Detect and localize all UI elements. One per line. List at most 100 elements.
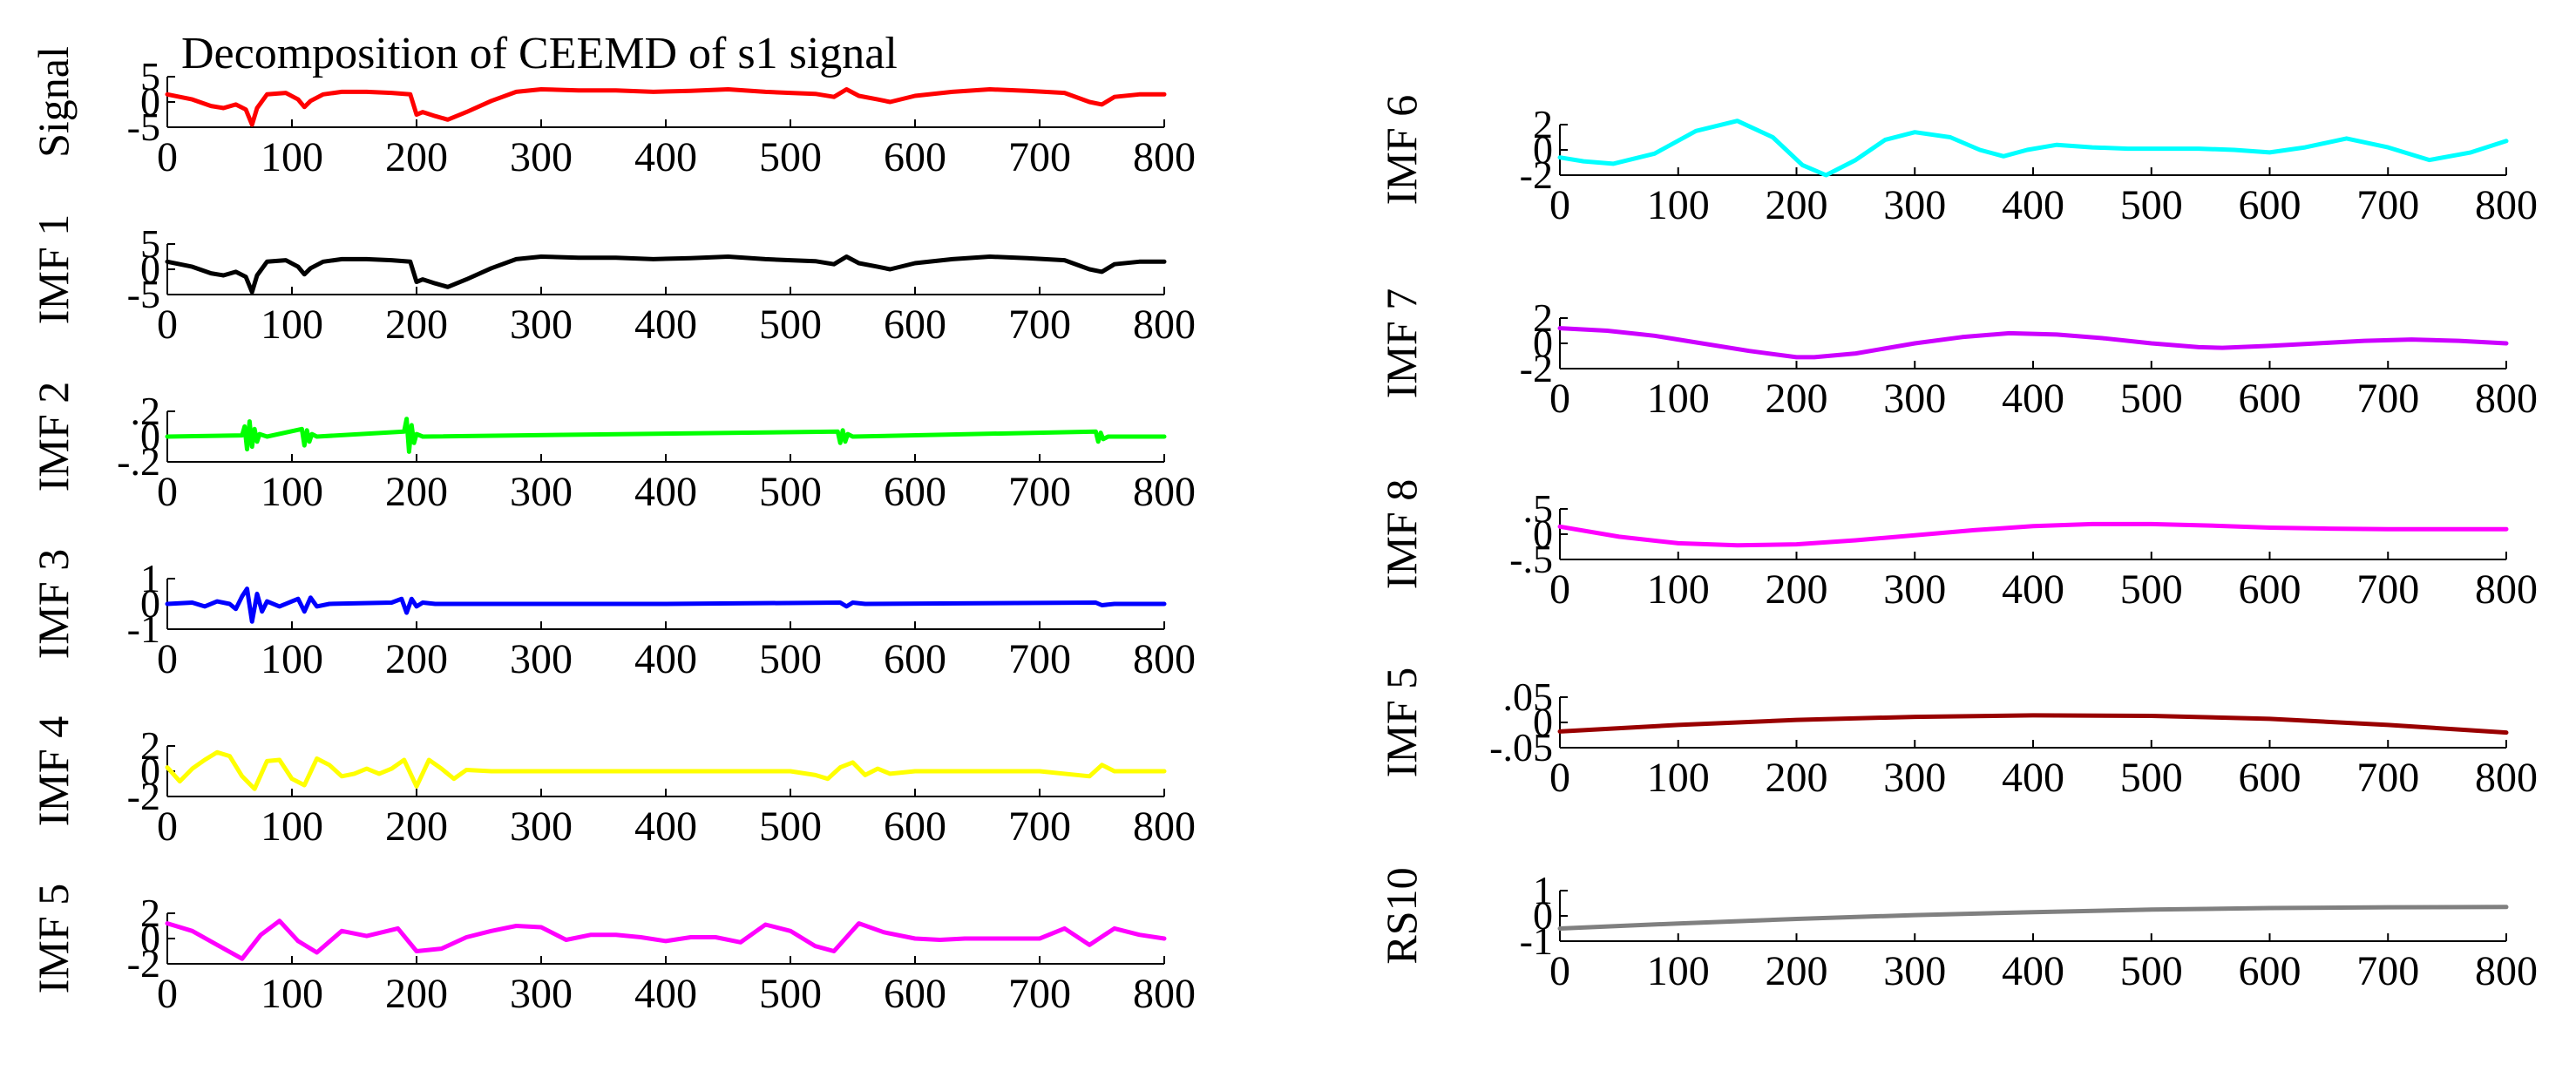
y-tick-label: 5 bbox=[140, 221, 160, 266]
y-tick-label: 0 bbox=[1533, 127, 1553, 172]
x-tick-label: 200 bbox=[1766, 566, 1828, 613]
y-tick-label: -.05 bbox=[1489, 725, 1553, 769]
y-tick-label: -1 bbox=[127, 607, 160, 651]
x-tick-label: 600 bbox=[2239, 948, 2301, 994]
x-tick-label: 0 bbox=[1549, 948, 1570, 994]
y-tick-label: -.2 bbox=[117, 439, 160, 484]
x-tick-label: 0 bbox=[157, 803, 178, 850]
x-tick-label: 500 bbox=[759, 971, 822, 1017]
x-tick-label: 400 bbox=[2002, 755, 2064, 801]
x-tick-label: 200 bbox=[385, 803, 448, 850]
x-tick-label: 600 bbox=[884, 636, 946, 682]
x-tick-label: 200 bbox=[1766, 948, 1828, 994]
y-tick-label: 0 bbox=[1533, 893, 1553, 938]
y-tick-label: 0 bbox=[140, 749, 160, 793]
x-tick-label: 600 bbox=[884, 469, 946, 515]
y-axis-label: IMF 5 bbox=[1377, 668, 1426, 777]
y-tick-label: -2 bbox=[127, 941, 160, 986]
x-tick-label: 300 bbox=[1883, 948, 1946, 994]
y-tick-label: -2 bbox=[1520, 346, 1553, 390]
figure-title: Decomposition of CEEMD of s1 signal bbox=[181, 29, 898, 78]
y-axis-label: IMF 7 bbox=[1377, 288, 1426, 398]
y-tick-label: -1 bbox=[1520, 918, 1553, 963]
y-axis-label: IMF 6 bbox=[1377, 95, 1426, 205]
y-axis-label: RS10 bbox=[1377, 867, 1426, 964]
x-tick-label: 300 bbox=[1883, 376, 1946, 422]
series-line bbox=[1557, 326, 2509, 360]
x-tick-label: 300 bbox=[510, 803, 573, 850]
x-tick-label: 700 bbox=[1008, 636, 1071, 682]
y-axis-label: IMF 1 bbox=[29, 214, 78, 324]
x-tick-label: 200 bbox=[385, 134, 448, 180]
series-line bbox=[165, 417, 1167, 454]
y-tick-label: .2 bbox=[131, 389, 161, 433]
x-tick-label: 700 bbox=[2356, 755, 2419, 801]
x-tick-label: 0 bbox=[157, 302, 178, 348]
x-tick-label: 700 bbox=[1008, 469, 1071, 515]
x-tick-label: 100 bbox=[261, 971, 323, 1017]
x-tick-label: 0 bbox=[157, 636, 178, 682]
x-tick-label: 500 bbox=[759, 636, 822, 682]
y-tick-label: 0 bbox=[1533, 700, 1553, 744]
y-tick-label: -.5 bbox=[1509, 537, 1553, 581]
x-tick-label: 300 bbox=[510, 636, 573, 682]
series-line bbox=[165, 586, 1167, 624]
y-axis-label: IMF 3 bbox=[29, 549, 78, 659]
x-tick-label: 600 bbox=[884, 803, 946, 850]
x-tick-label: 0 bbox=[157, 134, 178, 180]
x-tick-label: 800 bbox=[2475, 182, 2538, 228]
x-tick-label: 100 bbox=[1647, 376, 1710, 422]
y-tick-label: 0 bbox=[140, 581, 160, 626]
y-tick-label: 0 bbox=[140, 414, 160, 458]
x-tick-label: 800 bbox=[1133, 803, 1196, 850]
x-tick-label: 400 bbox=[2002, 566, 2064, 613]
x-tick-label: 700 bbox=[1008, 134, 1071, 180]
y-tick-label: 0 bbox=[140, 247, 160, 291]
x-tick-label: 800 bbox=[2475, 948, 2538, 994]
x-tick-label: 300 bbox=[1883, 755, 1946, 801]
x-tick-label: 800 bbox=[1133, 971, 1196, 1017]
x-tick-label: 100 bbox=[261, 134, 323, 180]
y-tick-label: 2 bbox=[140, 891, 160, 935]
x-tick-label: 0 bbox=[1549, 755, 1570, 801]
y-tick-label: .5 bbox=[1523, 486, 1554, 531]
x-tick-label: 400 bbox=[634, 469, 697, 515]
x-tick-label: 200 bbox=[1766, 755, 1828, 801]
x-tick-label: 800 bbox=[1133, 636, 1196, 682]
x-tick-label: 500 bbox=[2120, 376, 2183, 422]
x-tick-label: 200 bbox=[1766, 182, 1828, 228]
x-tick-label: 300 bbox=[510, 134, 573, 180]
x-tick-label: 700 bbox=[1008, 302, 1071, 348]
y-tick-label: 2 bbox=[140, 723, 160, 768]
x-tick-label: 100 bbox=[1647, 755, 1710, 801]
x-tick-label: 800 bbox=[2475, 755, 2538, 801]
x-tick-label: 300 bbox=[510, 302, 573, 348]
x-tick-label: 500 bbox=[2120, 566, 2183, 613]
series-line bbox=[1557, 905, 2509, 931]
y-tick-label: 1 bbox=[140, 556, 160, 600]
y-tick-label: -5 bbox=[127, 105, 160, 149]
y-tick-label: 0 bbox=[140, 916, 160, 960]
x-tick-label: 400 bbox=[2002, 182, 2064, 228]
x-tick-label: 100 bbox=[261, 302, 323, 348]
x-tick-label: 500 bbox=[2120, 182, 2183, 228]
x-tick-label: 800 bbox=[1133, 302, 1196, 348]
x-tick-label: 200 bbox=[1766, 376, 1828, 422]
x-tick-label: 300 bbox=[1883, 182, 1946, 228]
y-tick-label: -5 bbox=[127, 272, 160, 316]
x-tick-label: 100 bbox=[261, 803, 323, 850]
series-line bbox=[1557, 521, 2509, 548]
x-tick-label: 0 bbox=[1549, 182, 1570, 228]
x-tick-label: 200 bbox=[385, 636, 448, 682]
x-tick-label: 500 bbox=[759, 803, 822, 850]
x-tick-label: 500 bbox=[759, 134, 822, 180]
